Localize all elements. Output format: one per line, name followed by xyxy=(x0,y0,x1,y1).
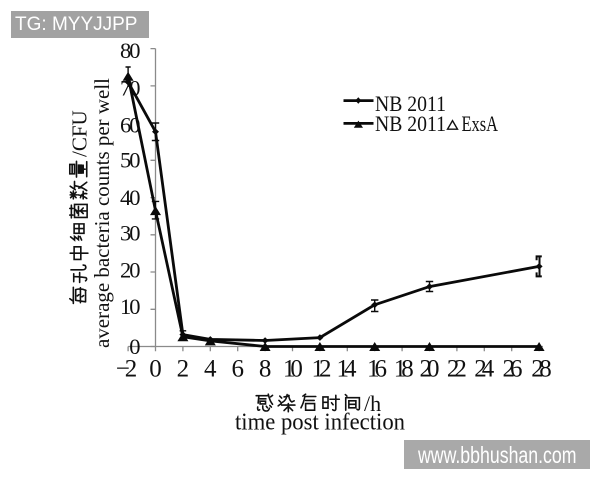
svg-text:28: 28 xyxy=(531,356,552,383)
svg-text:10: 10 xyxy=(283,356,303,383)
svg-text:NB 2011: NB 2011 xyxy=(375,111,446,136)
svg-text:/CFU: /CFU xyxy=(68,110,92,157)
svg-text:20: 20 xyxy=(120,257,141,282)
svg-text:20: 20 xyxy=(420,356,440,383)
svg-text:80: 80 xyxy=(120,38,141,63)
svg-text:4: 4 xyxy=(204,356,217,383)
svg-text:10: 10 xyxy=(120,294,141,319)
svg-text:6: 6 xyxy=(231,356,244,383)
svg-text:50: 50 xyxy=(120,148,141,173)
svg-text:time post infection: time post infection xyxy=(235,410,405,436)
svg-text:26: 26 xyxy=(503,356,523,383)
svg-text:24: 24 xyxy=(474,356,495,383)
svg-text:0: 0 xyxy=(129,334,140,359)
svg-text:16: 16 xyxy=(367,356,387,383)
svg-text:2: 2 xyxy=(177,356,190,383)
svg-text:12: 12 xyxy=(312,356,332,383)
svg-text:8: 8 xyxy=(259,356,272,383)
svg-text:average bacteria counts per we: average bacteria counts per well xyxy=(90,78,114,348)
svg-text:18: 18 xyxy=(394,356,414,383)
svg-text:40: 40 xyxy=(120,185,141,210)
svg-text:/h: /h xyxy=(364,391,381,416)
svg-text:NB 2011: NB 2011 xyxy=(375,91,446,116)
svg-text:30: 30 xyxy=(120,220,141,245)
svg-text:0: 0 xyxy=(149,356,162,383)
svg-text:22: 22 xyxy=(447,356,467,383)
svg-text:ExsA: ExsA xyxy=(462,111,499,136)
svg-text:14: 14 xyxy=(337,356,358,383)
svg-text:−2: −2 xyxy=(116,356,138,383)
